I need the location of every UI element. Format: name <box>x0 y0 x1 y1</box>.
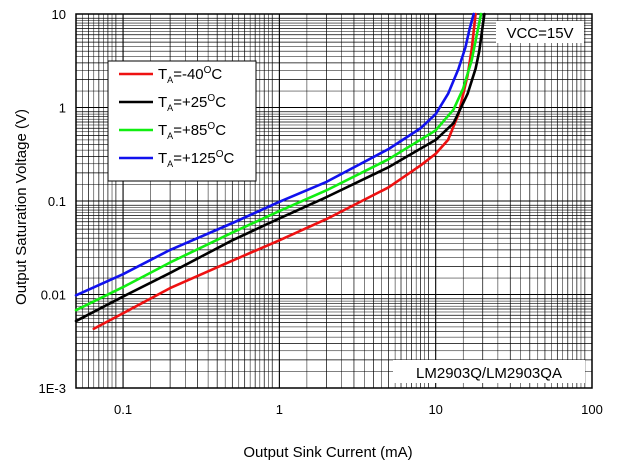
series-line-4 <box>74 12 475 297</box>
x-tick-label: 10 <box>428 402 442 417</box>
legend-label-2: TA=+25OC <box>158 93 226 113</box>
x-tick-label: 100 <box>581 402 603 417</box>
y-tick-label: 10 <box>52 7 66 22</box>
part-number-annotation: LM2903Q/LM2903QA <box>393 360 585 383</box>
y-axis-ticks: 1E-3 0.01 0.1 1 10 <box>39 7 66 396</box>
part-number-label: LM2903Q/LM2903QA <box>416 365 562 382</box>
y-tick-label: 1E-3 <box>39 381 66 396</box>
series-lines <box>74 12 486 331</box>
x-tick-label: 1 <box>276 402 283 417</box>
x-axis-ticks: 0.1 1 10 100 <box>114 402 603 417</box>
legend-box <box>107 60 257 182</box>
y-tick-label: 1 <box>59 101 66 116</box>
series-line-2 <box>74 12 486 323</box>
x-axis-title: Output Sink Current (mA) <box>243 444 412 461</box>
vcc-annotation: VCC=15V <box>496 21 584 43</box>
x-tick-label: 0.1 <box>114 402 132 417</box>
plot-frame <box>75 13 593 389</box>
legend-label-3: TA=+85OC <box>158 121 226 141</box>
y-axis-title: Output Saturation Voltage (V) <box>13 109 30 305</box>
legend-label-1: TA=-40OC <box>158 65 222 85</box>
legend-label-4: TA=+125OC <box>158 149 235 169</box>
y-tick-label: 0.01 <box>41 288 66 303</box>
series-line-3 <box>74 12 483 312</box>
y-tick-label: 0.1 <box>48 194 66 209</box>
legend: TA=-40OC TA=+25OC TA=+85OC TA=+125OC <box>107 60 257 182</box>
vcc-label: VCC=15V <box>506 25 573 42</box>
